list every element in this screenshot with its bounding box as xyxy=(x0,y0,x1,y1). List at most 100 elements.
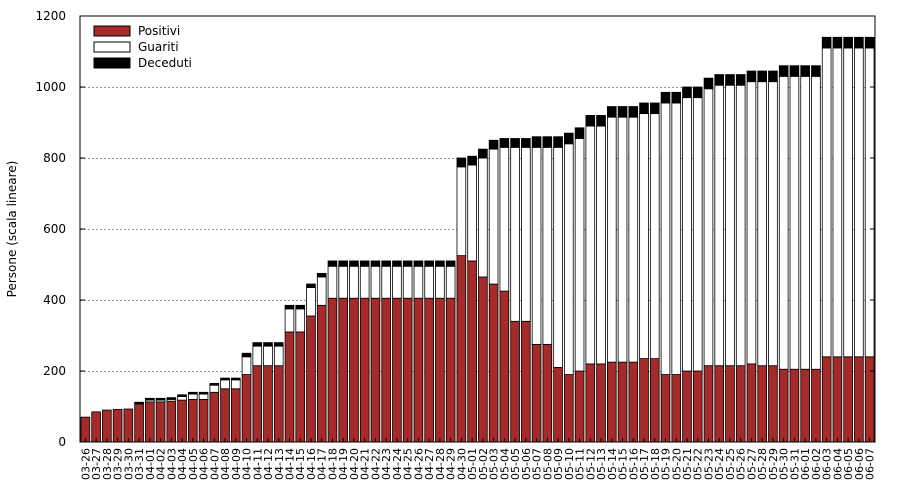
bar-positivi xyxy=(263,365,273,443)
x-tick-label: 05-16 xyxy=(627,448,640,480)
bar-positivi xyxy=(402,297,413,443)
bar-deceduti xyxy=(306,283,316,288)
bar-guariti xyxy=(338,265,349,299)
x-tick-label: 05-04 xyxy=(498,448,511,480)
x-tick-label: 04-12 xyxy=(262,448,275,480)
x-tick-label: 05-30 xyxy=(778,448,791,480)
x-tick-label: 04-17 xyxy=(316,448,329,480)
bar-deceduti xyxy=(671,91,682,104)
x-tick-label: 05-02 xyxy=(477,448,490,480)
bar-positivi xyxy=(435,297,445,443)
bar-deceduti xyxy=(832,36,843,49)
bar-deceduti xyxy=(628,106,639,118)
x-tick-label: 04-23 xyxy=(380,448,393,480)
bar-positivi xyxy=(478,276,488,443)
bar-deceduti xyxy=(413,260,424,267)
x-tick-label: 04-29 xyxy=(445,448,458,480)
bar-positivi xyxy=(488,283,499,443)
bar-deceduti xyxy=(230,377,241,381)
x-tick-label: 05-05 xyxy=(509,448,522,480)
gridlines xyxy=(80,87,875,372)
bar-positivi xyxy=(155,401,166,443)
bar-positivi xyxy=(284,331,295,443)
bar-positivi xyxy=(230,388,241,443)
x-tick-label: 05-03 xyxy=(488,448,501,480)
bar-guariti xyxy=(381,265,391,299)
bar-guariti xyxy=(692,97,703,372)
bar-guariti xyxy=(821,47,832,358)
bar-deceduti xyxy=(273,342,284,347)
x-tick-label: 04-08 xyxy=(219,448,232,480)
x-tick-label: 06-01 xyxy=(799,448,812,480)
x-tick-label: 03-28 xyxy=(101,448,114,480)
bar-positivi xyxy=(735,365,746,443)
bar-deceduti xyxy=(531,136,542,148)
x-tick-label: 04-18 xyxy=(326,448,339,480)
bar-deceduti xyxy=(220,377,230,381)
bar-positivi xyxy=(381,297,391,443)
bar-deceduti xyxy=(499,138,510,148)
bar-positivi xyxy=(649,358,660,443)
bar-deceduti xyxy=(284,304,295,310)
bar-guariti xyxy=(435,265,445,299)
bar-guariti xyxy=(789,75,800,370)
bar-deceduti xyxy=(209,383,220,386)
bar-positivi xyxy=(198,398,209,443)
bar-guariti xyxy=(349,265,359,299)
y-tick-label: 200 xyxy=(43,364,66,378)
bar-guariti xyxy=(585,125,596,365)
x-tick-label: 05-21 xyxy=(681,448,694,480)
x-tick-label: 04-07 xyxy=(208,448,221,480)
x-tick-label: 05-28 xyxy=(756,448,769,480)
x-tick-label: 03-30 xyxy=(122,448,135,480)
bar-positivi xyxy=(166,400,177,443)
bar-deceduti xyxy=(338,260,349,267)
bar-guariti xyxy=(714,84,725,367)
bar-positivi xyxy=(359,297,370,443)
x-tick-label: 04-09 xyxy=(230,448,243,480)
bar-deceduti xyxy=(166,397,177,400)
x-tick-label: 04-11 xyxy=(251,448,264,480)
x-tick-label: 03-31 xyxy=(133,448,146,480)
bar-deceduti xyxy=(445,260,456,267)
bar-guariti xyxy=(649,113,660,359)
bar-deceduti xyxy=(145,397,155,401)
bar-positivi xyxy=(91,411,101,443)
x-tick-label: 05-26 xyxy=(735,448,748,480)
bar-positivi xyxy=(241,374,252,443)
bar-deceduti xyxy=(617,106,628,118)
bar-deceduti xyxy=(692,86,703,99)
y-axis-label: Persone (scala lineare) xyxy=(5,161,19,298)
bar-positivi xyxy=(209,391,220,443)
bar-deceduti xyxy=(682,86,692,99)
bar-deceduti xyxy=(402,260,413,267)
bar-guariti xyxy=(510,146,520,322)
x-tick-label: 04-04 xyxy=(176,448,189,480)
bar-positivi xyxy=(392,297,402,443)
bar-deceduti xyxy=(295,304,306,310)
bar-guariti xyxy=(832,47,843,358)
x-tick-label: 05-17 xyxy=(638,448,651,480)
bar-positivi xyxy=(692,370,703,443)
bar-guariti xyxy=(209,384,220,393)
bar-positivi xyxy=(564,374,574,443)
legend-swatch-positivi xyxy=(93,25,131,37)
bar-positivi xyxy=(606,361,617,443)
x-tick-label: 04-27 xyxy=(423,448,436,480)
bar-guariti xyxy=(370,265,381,299)
x-tick-label: 05-29 xyxy=(767,448,780,480)
bar-positivi xyxy=(553,367,563,443)
bar-positivi xyxy=(102,409,112,443)
bar-positivi xyxy=(574,370,585,443)
bar-deceduti xyxy=(542,136,553,148)
x-tick-label: 04-14 xyxy=(283,448,296,480)
bar-deceduti xyxy=(177,394,187,397)
bar-guariti xyxy=(725,84,735,367)
x-tick-label: 05-14 xyxy=(606,448,619,480)
bar-deceduti xyxy=(370,260,381,267)
x-tick-label: 03-29 xyxy=(112,448,125,480)
bar-guariti xyxy=(800,75,810,370)
bar-positivi xyxy=(295,331,306,443)
bar-positivi xyxy=(531,343,542,443)
bar-guariti xyxy=(768,81,778,367)
